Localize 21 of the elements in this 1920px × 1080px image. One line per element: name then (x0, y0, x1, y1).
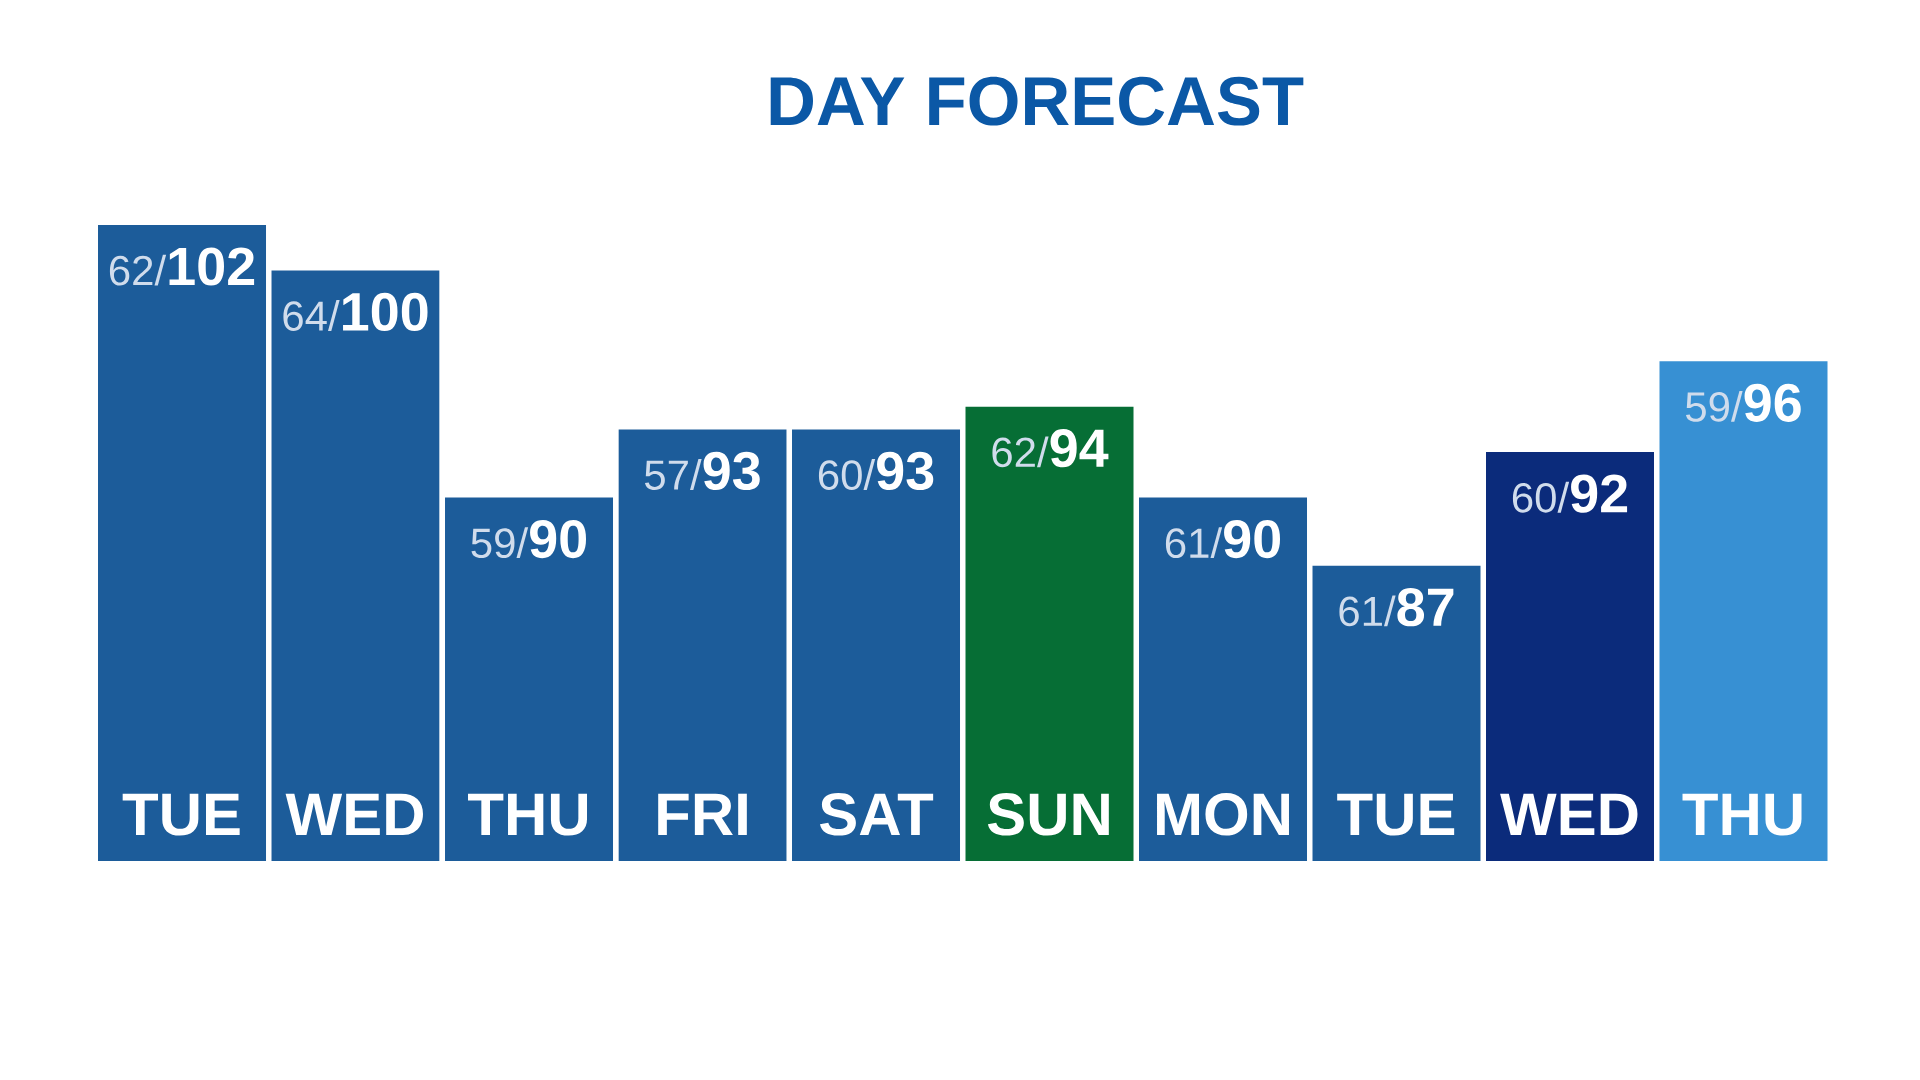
x-tick-label: MON (1157, 793, 1289, 836)
data-label: 60/93 (818, 451, 934, 491)
x-tick-label: THU (1682, 793, 1802, 836)
data-label: 60/92 (1512, 474, 1628, 513)
data-label: 62/102 (109, 247, 255, 286)
x-tick-label: THU (468, 793, 588, 836)
data-label: 61/90 (1165, 519, 1281, 559)
x-tick-label: TUE (122, 793, 240, 836)
x-tick-label: TUE (1337, 793, 1455, 836)
x-tick-label: SAT (819, 793, 934, 836)
x-tick-label: WED (285, 793, 423, 835)
data-label: 64/100 (283, 292, 428, 332)
chart-title: DAY FORECAST (770, 76, 1304, 126)
x-tick-label: WED (1500, 793, 1638, 835)
x-tick-label: SUN (987, 793, 1109, 836)
data-label: 59/96 (1685, 383, 1801, 422)
data-label: 57/93 (644, 451, 760, 491)
data-label: 59/90 (471, 519, 587, 559)
data-label: 61/87 (1339, 588, 1454, 627)
x-tick-label: FRI (658, 793, 747, 835)
data-label: 62/94 (992, 429, 1109, 468)
